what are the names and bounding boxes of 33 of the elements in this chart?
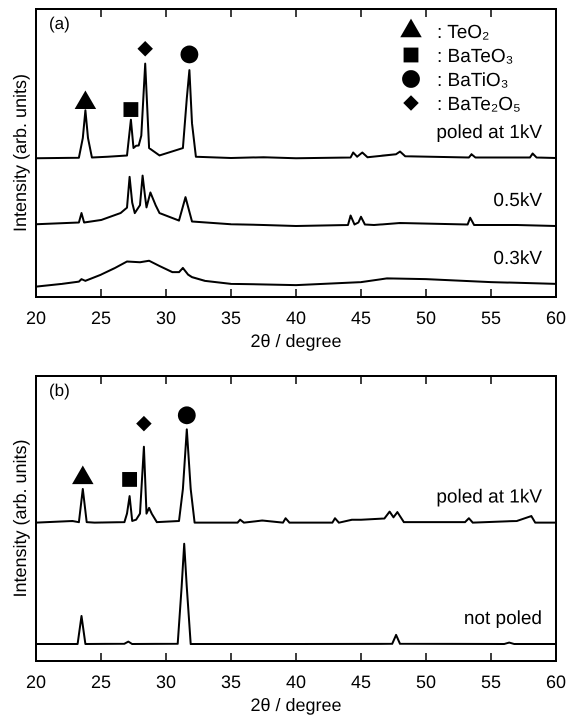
legend-label: : BaTe₂O₅: [437, 94, 521, 115]
series-label: not poled: [464, 608, 542, 630]
y-axis-title: Intensity (arb. units): [10, 439, 30, 598]
x-tick-label: 20: [26, 672, 46, 692]
x-tick-label: 30: [156, 672, 176, 692]
series-label: poled at 1kV: [436, 122, 542, 143]
x-tick-label: 35: [220, 672, 242, 692]
x-tick-label: 45: [350, 308, 372, 328]
series-label: poled at 1kV: [436, 486, 542, 508]
legend-label: : BaTeO₃: [437, 46, 514, 67]
x-tick-label: 25: [90, 308, 112, 328]
series-label: 0.5kV: [493, 190, 542, 211]
x-tick-label: 55: [480, 672, 502, 692]
legend-label: : BaTiO₃: [437, 70, 508, 91]
x-tick-label: 55: [480, 308, 502, 328]
x-tick-label: 30: [156, 308, 176, 328]
x-tick-label: 50: [416, 672, 436, 692]
x-tick-label: 25: [90, 672, 112, 692]
x-tick-label: 45: [350, 672, 372, 692]
x-tick-label: 50: [416, 308, 436, 328]
x-axis-title: 2θ / degree: [250, 331, 342, 351]
x-tick-label: 40: [286, 672, 306, 692]
text: (b): [49, 381, 70, 400]
text: (a): [49, 14, 70, 33]
x-tick-label: 60: [546, 672, 566, 692]
x-tick-label: 40: [286, 308, 306, 328]
y-axis-title: Intensity (arb. units): [10, 74, 30, 232]
legend-label: : TeO₂: [437, 22, 490, 43]
series-label: 0.3kV: [493, 248, 542, 269]
x-axis-title: 2θ / degree: [250, 695, 342, 715]
x-tick-label: 20: [26, 308, 46, 328]
x-tick-label: 35: [220, 308, 242, 328]
x-tick-label: 60: [546, 308, 566, 328]
